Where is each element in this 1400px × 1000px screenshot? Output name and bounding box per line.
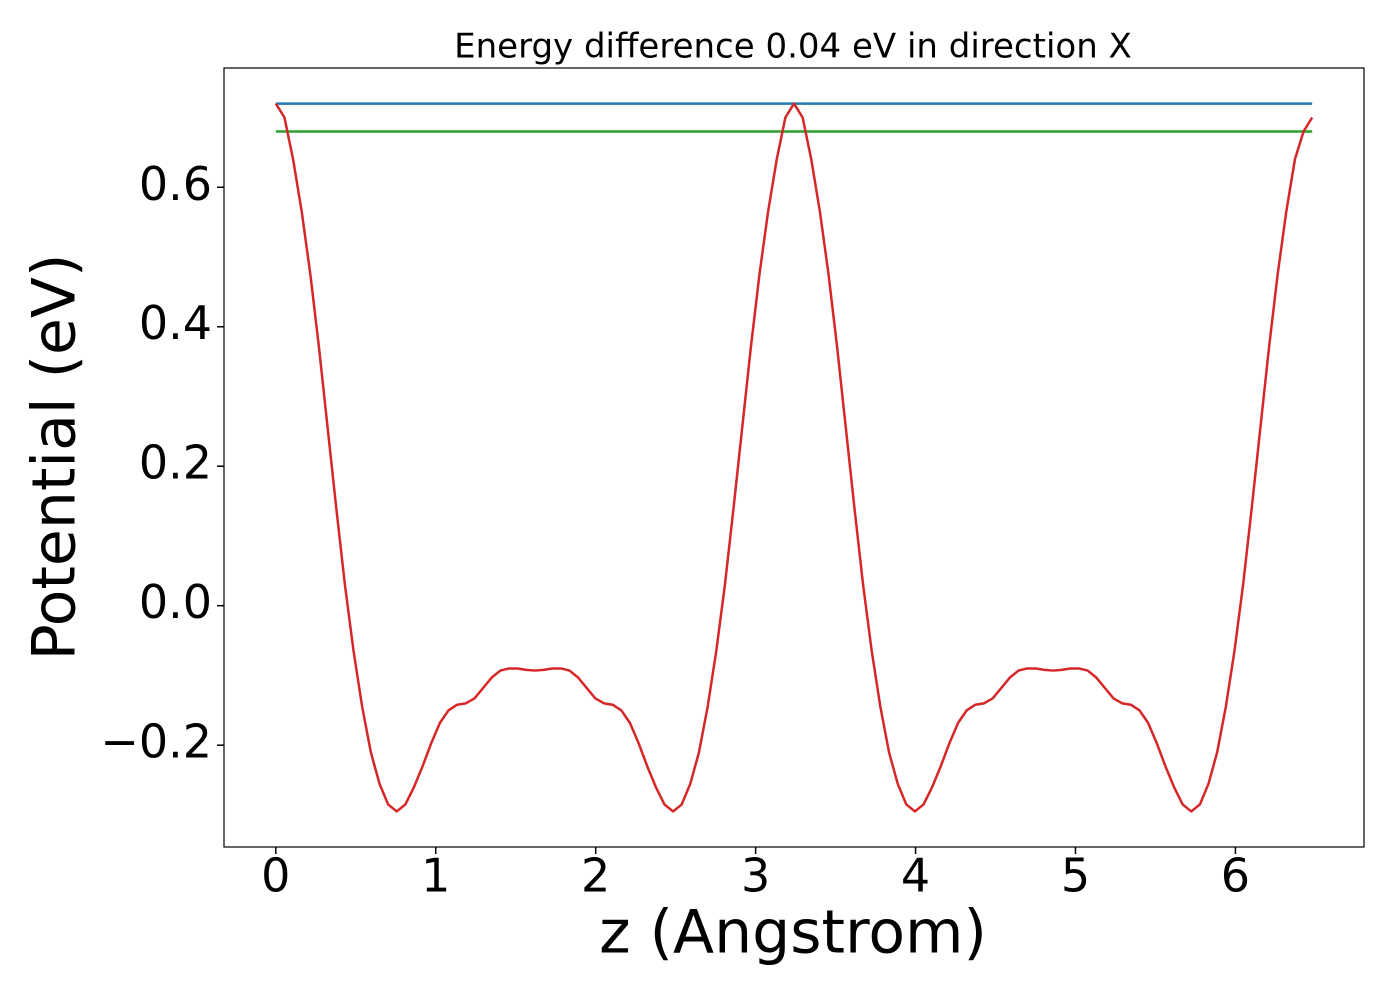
x-tick-label: 6 — [1221, 849, 1250, 903]
y-tick-label: 0.6 — [139, 157, 212, 211]
x-tick-label: 1 — [421, 849, 450, 903]
x-tick-label: 4 — [901, 849, 930, 903]
x-tick-label: 5 — [1061, 849, 1090, 903]
y-tick-label: 0.2 — [139, 436, 212, 490]
x-axis-label: z (Angstrom) — [599, 898, 987, 968]
y-axis-label: Potential (eV) — [20, 254, 90, 661]
y-tick-label: 0.0 — [139, 575, 212, 629]
x-tick-label: 0 — [261, 849, 290, 903]
line-series — [274, 102, 1314, 813]
x-tick-label: 2 — [581, 849, 610, 903]
chart-title: Energy difference 0.04 eV in direction X — [454, 27, 1132, 67]
plot-frame — [223, 67, 1365, 848]
y-tick-label: −0.2 — [100, 715, 212, 769]
x-tick-label: 3 — [741, 849, 770, 903]
y-tick-label: 0.4 — [139, 296, 212, 350]
